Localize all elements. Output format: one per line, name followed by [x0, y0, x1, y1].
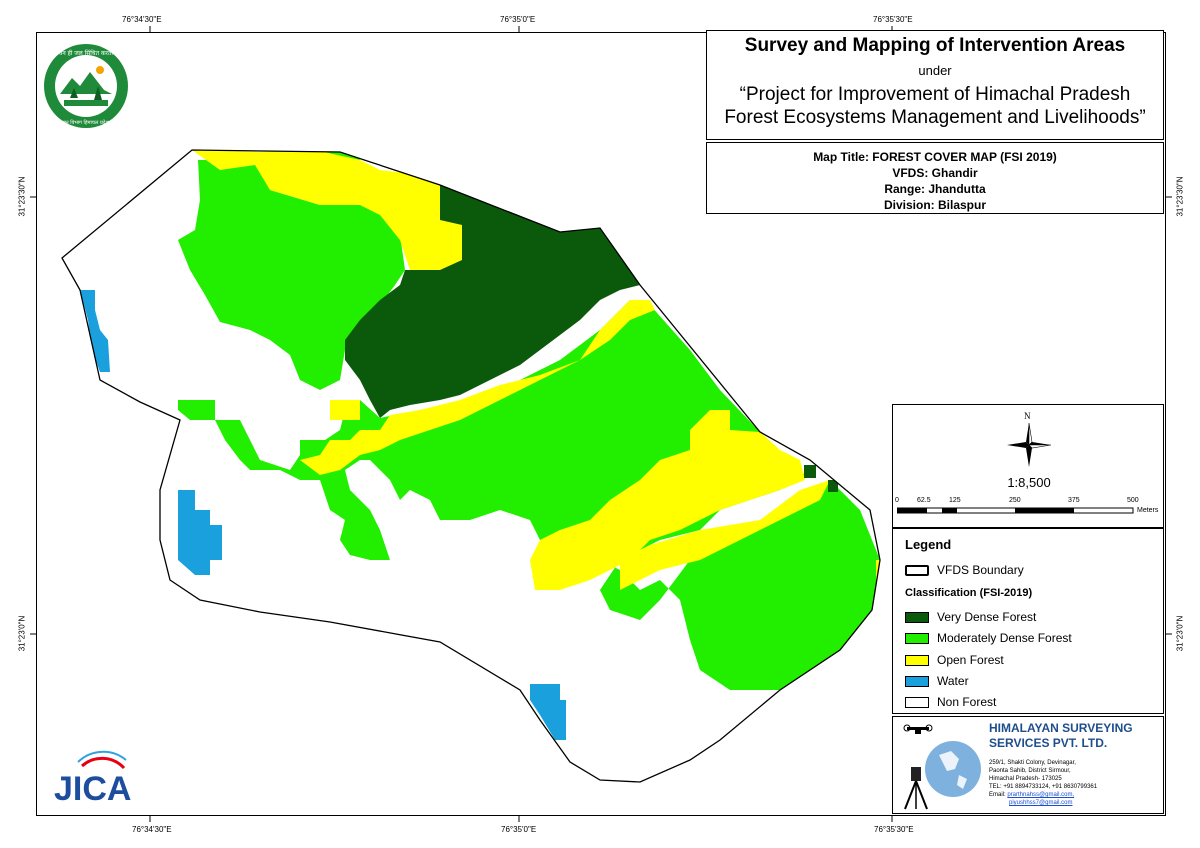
open-forest-area — [192, 150, 880, 590]
coord-left-1: 31°23'30"N — [17, 176, 27, 217]
company-phone: TEL: +91 8894733124, +91 8630799361 — [989, 784, 1098, 790]
legend-label-non-forest: Non Forest — [937, 695, 997, 709]
scale-tick-5: 500 — [1127, 497, 1139, 504]
scale-tick-2: 125 — [949, 497, 961, 504]
project-name-line2: Forest Ecosystems Management and Livelih… — [724, 107, 1146, 128]
non-forest-swatch — [905, 696, 929, 708]
legend-label-water: Water — [937, 674, 969, 688]
open-forest-swatch — [905, 654, 929, 666]
logo-text-top: वन ही जल सिंचित करता — [59, 49, 113, 57]
legend-item-open: Open Forest — [905, 653, 1004, 667]
legend: Legend VFDS Boundary Classification (FSI… — [892, 528, 1164, 714]
jica-logo: JICA — [54, 750, 131, 808]
boundary-swatch — [905, 564, 929, 576]
address-line1: 259/1, Shakti Colony, Devinagar, — [989, 760, 1076, 766]
scale-tick-1: 62.5 — [917, 497, 931, 504]
legend-boundary-label: VFDS Boundary — [937, 563, 1024, 577]
legend-label-open: Open Forest — [937, 653, 1004, 667]
coord-right-2: 31°23'0"N — [1175, 615, 1185, 652]
scale-unit: Meters — [1137, 507, 1159, 514]
coord-left-2: 31°23'0"N — [17, 615, 27, 652]
coord-bottom-1: 76°34'30"E — [132, 825, 172, 834]
scale-tick-0: 0 — [895, 497, 899, 504]
company-name-line1: HIMALAYAN SURVEYING — [989, 721, 1133, 735]
address-line2: Paonta Sahib, District Sirmour, — [989, 768, 1071, 774]
legend-item-very-dense: Very Dense Forest — [905, 610, 1036, 624]
range-name: Range: Jhandutta — [884, 182, 986, 196]
title-under: under — [918, 63, 952, 78]
scale-ratio: 1:8,500 — [1007, 475, 1051, 490]
scale-tick-3: 250 — [1009, 497, 1021, 504]
graticule-ticks — [30, 26, 1172, 822]
compass-rose-icon — [1007, 423, 1051, 467]
classification-title: Classification (FSI-2019) — [905, 587, 1033, 599]
scale-tick-4: 375 — [1068, 497, 1080, 504]
email-link-1[interactable]: prarthnahss@gmail.com, — [1007, 792, 1075, 798]
vfds-name: VFDS: Ghandir — [892, 166, 978, 180]
company-logo — [903, 724, 981, 810]
division-name: Division: Bilaspur — [883, 198, 987, 212]
project-title: Survey and Mapping of Intervention Areas — [744, 35, 1126, 56]
north-label: N — [1024, 411, 1031, 421]
vfds-boundary — [61, 149, 881, 783]
water-swatch — [905, 675, 929, 687]
moderately-dense-swatch — [905, 632, 929, 644]
project-name-line1: “Project for Improvement of Himachal Pra… — [739, 84, 1131, 105]
coord-bottom-3: 76°35'30"E — [874, 825, 914, 834]
coord-right-1: 31°23'30"N — [1175, 176, 1185, 217]
coord-top-3: 76°35'30"E — [873, 15, 913, 24]
coord-top-2: 76°35'0"E — [500, 15, 536, 24]
hp-forest-department-logo: वन ही जल सिंचित करता वन विभाग हिमाचल प्र… — [44, 44, 128, 128]
map-title: Map Title: FOREST COVER MAP (FSI 2019) — [813, 150, 1057, 164]
coord-bottom-2: 76°35'0"E — [501, 825, 537, 834]
legend-item-moderately-dense: Moderately Dense Forest — [905, 631, 1072, 645]
legend-item-non-forest: Non Forest — [905, 695, 996, 709]
very-dense-forest-area — [345, 185, 838, 492]
email-label: Email: — [989, 792, 1006, 798]
map-info-box: Map Title: FOREST COVER MAP (FSI 2019) V… — [706, 142, 1164, 214]
legend-item-boundary: VFDS Boundary — [905, 563, 1024, 577]
company-name-line2: SERVICES PVT. LTD. — [989, 736, 1108, 750]
very-dense-swatch — [905, 611, 929, 623]
legend-label-very-dense: Very Dense Forest — [937, 610, 1037, 624]
legend-item-water: Water — [905, 674, 969, 688]
company-box: HIMALAYAN SURVEYING SERVICES PVT. LTD. 2… — [892, 716, 1164, 814]
legend-label-moderately-dense: Moderately Dense Forest — [937, 631, 1072, 645]
logo-text-bottom: वन विभाग हिमाचल प्रदेश — [63, 119, 109, 126]
title-box: Survey and Mapping of Intervention Areas… — [706, 30, 1164, 140]
north-scale-box: N 1:8,500 0 62.5 125 250 375 500 Meters — [892, 404, 1164, 528]
company-name: HIMALAYAN SURVEYING SERVICES PVT. LTD. — [989, 721, 1133, 751]
scale-bar — [897, 507, 1134, 514]
coord-top-1: 76°34'30"E — [122, 15, 162, 24]
email-link-2[interactable]: piyushhss7@gmail.com — [1009, 800, 1073, 806]
address-line3: Himachal Pradesh- 173025 — [989, 776, 1062, 782]
legend-title: Legend — [905, 537, 952, 552]
map-frame — [36, 32, 1166, 816]
jica-text: JICA — [54, 770, 131, 808]
company-address: 259/1, Shakti Colony, Devinagar, Paonta … — [989, 759, 1097, 807]
